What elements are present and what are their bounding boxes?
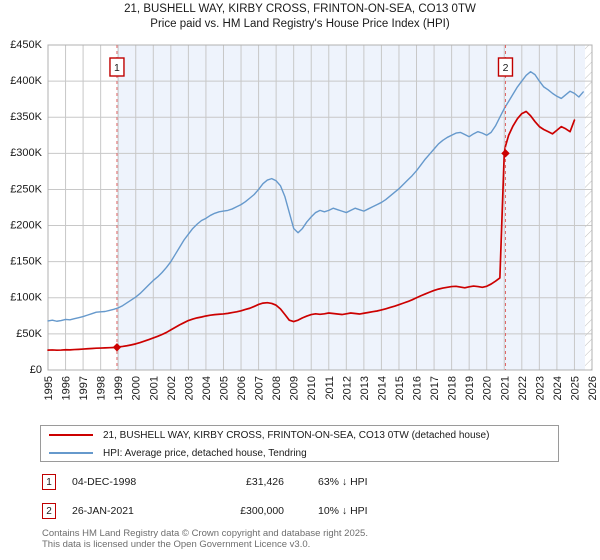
x-axis-tick-label: 2010 xyxy=(306,376,318,400)
sale-date-1: 04-DEC-1998 xyxy=(72,476,137,488)
x-axis-tick-label: 2022 xyxy=(517,376,529,400)
x-axis-tick-label: 1997 xyxy=(78,376,90,400)
page-title: 21, BUSHELL WAY, KIRBY CROSS, FRINTON-ON… xyxy=(0,2,600,32)
y-axis-tick-label: £200K xyxy=(10,219,42,231)
sale-marker-number-2: 2 xyxy=(42,503,56,519)
x-axis-tick-label: 2020 xyxy=(482,376,494,400)
chart-legend: 21, BUSHELL WAY, KIRBY CROSS, FRINTON-ON… xyxy=(40,425,559,462)
y-axis-tick-label: £400K xyxy=(10,75,42,87)
sale-marker-box-label-1: 1 xyxy=(114,62,120,74)
x-axis-tick-label: 2000 xyxy=(131,376,143,400)
x-axis-tick-label: 2014 xyxy=(376,376,388,400)
x-axis-tick-label: 2025 xyxy=(569,376,581,400)
legend-item-price-paid: 21, BUSHELL WAY, KIRBY CROSS, FRINTON-ON… xyxy=(41,426,558,444)
x-axis-tick-label: 2019 xyxy=(464,376,476,400)
x-axis-tick-label: 2004 xyxy=(201,376,213,400)
x-axis-tick-label: 2012 xyxy=(341,376,353,400)
sale-hpi-delta-1: 63% ↓ HPI xyxy=(318,476,368,488)
x-axis-tick-label: 2026 xyxy=(587,376,599,400)
footer-line-2: This data is licensed under the Open Gov… xyxy=(42,539,311,550)
sale-marker-box-1 xyxy=(109,57,125,77)
sale-marker-box-2 xyxy=(497,57,514,77)
x-axis-tick-label: 2006 xyxy=(236,376,248,400)
x-axis-tick-label: 2023 xyxy=(534,376,546,400)
x-axis-tick-label: 2021 xyxy=(499,376,511,400)
sale-row-2: 2 26-JAN-2021 £300,000 10% ↓ HPI xyxy=(42,501,582,521)
sale-hpi-delta-2: 10% ↓ HPI xyxy=(318,505,368,517)
sale-marker-number-1: 1 xyxy=(42,474,56,490)
y-axis-tick-label: £50K xyxy=(16,328,42,340)
hatched-future-band xyxy=(584,45,592,370)
x-axis-tick-label: 2008 xyxy=(271,376,283,400)
x-axis-tick-label: 2011 xyxy=(324,376,336,400)
plot-area: £0 £50K £100K £150K £200K £250K £300K £350K £400… xyxy=(10,39,599,401)
hpi-line xyxy=(47,71,584,322)
shaded-ownership-band xyxy=(116,45,585,370)
y-axis-tick-label: £450K xyxy=(10,39,42,51)
x-axis-tick-label: 2024 xyxy=(552,376,564,400)
legend-swatch-price-paid xyxy=(49,434,93,436)
x-axis-tick-label: 1995 xyxy=(43,376,55,400)
x-axis-tick-label: 1999 xyxy=(113,376,125,400)
x-axis-tick-label: 1996 xyxy=(61,376,73,400)
sale-marker-box-label-2: 2 xyxy=(503,62,509,74)
x-axis-tick-label: 2013 xyxy=(359,376,371,400)
x-axis-tick-label: 2015 xyxy=(394,376,406,400)
footer-line-1: Contains HM Land Registry data © Crown c… xyxy=(42,528,368,539)
x-axis-tick-label: 2003 xyxy=(183,376,195,400)
x-axis-tick-label: 2005 xyxy=(218,376,230,400)
legend-label-hpi: HPI: Average price, detached house, Tend… xyxy=(103,447,307,459)
legend-swatch-hpi xyxy=(49,452,93,454)
sale-marker-diamond-1 xyxy=(112,343,122,352)
x-axis-tick-label: 2016 xyxy=(412,376,424,400)
x-axis-tick-label: 1998 xyxy=(96,376,108,400)
footer-attribution: Contains HM Land Registry data © Crown c… xyxy=(42,528,582,550)
x-axis-tick-label: 2002 xyxy=(166,376,178,400)
price-paid-line xyxy=(47,110,576,352)
sale-price-1: £31,426 xyxy=(246,476,284,488)
x-axis-tick-label: 2001 xyxy=(148,376,160,400)
sale-date-2: 26-JAN-2021 xyxy=(72,505,134,517)
sale-price-2: £300,000 xyxy=(240,505,284,517)
title-line-1: 21, BUSHELL WAY, KIRBY CROSS, FRINTON-ON… xyxy=(124,3,476,15)
legend-item-hpi: HPI: Average price, detached house, Tend… xyxy=(41,444,558,462)
y-axis-tick-label: £350K xyxy=(10,111,42,123)
legend-label-price-paid: 21, BUSHELL WAY, KIRBY CROSS, FRINTON-ON… xyxy=(103,429,490,441)
x-axis-tick-label: 2017 xyxy=(429,376,441,400)
y-axis-tick-label: £150K xyxy=(10,256,42,268)
y-axis-tick-label: £100K xyxy=(10,292,42,304)
y-axis-tick-label: £300K xyxy=(10,147,42,159)
x-axis-tick-label: 2018 xyxy=(447,376,459,400)
x-axis-tick-label: 2009 xyxy=(289,376,301,400)
x-axis-tick-label: 2007 xyxy=(254,376,266,400)
title-line-2: Price paid vs. HM Land Registry's House … xyxy=(150,18,450,30)
sale-marker-diamond-2 xyxy=(501,149,510,158)
y-axis-tick-label: £0 xyxy=(30,364,42,376)
sale-row-1: 1 04-DEC-1998 £31,426 63% ↓ HPI xyxy=(42,472,582,492)
y-axis-tick-label: £250K xyxy=(10,183,42,195)
